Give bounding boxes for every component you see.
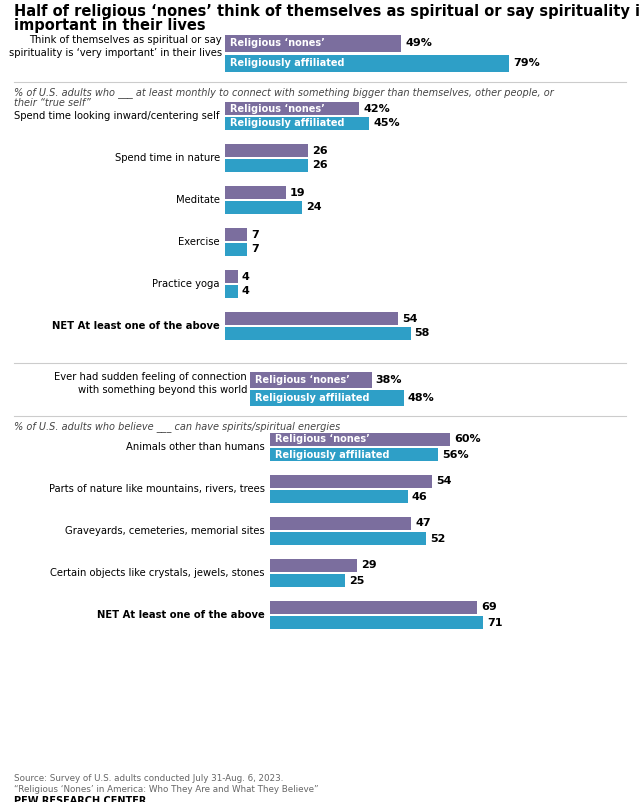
Bar <box>225 270 238 283</box>
Text: Religiously affiliated: Religiously affiliated <box>230 119 344 128</box>
Bar <box>225 102 360 115</box>
Bar <box>225 285 238 298</box>
Text: Meditate: Meditate <box>176 195 220 205</box>
Text: Think of themselves as spiritual or say
spirituality is ‘very important’ in thei: Think of themselves as spiritual or say … <box>9 35 222 59</box>
Text: % of U.S. adults who ___ at least monthly to connect with something bigger than : % of U.S. adults who ___ at least monthl… <box>14 87 554 98</box>
Text: Source: Survey of U.S. adults conducted July 31-Aug. 6, 2023.: Source: Survey of U.S. adults conducted … <box>14 774 284 783</box>
Text: NET At least one of the above: NET At least one of the above <box>52 321 220 331</box>
Text: 54: 54 <box>436 476 451 487</box>
Text: important in their lives: important in their lives <box>14 18 205 33</box>
Bar <box>225 117 369 130</box>
Text: 7: 7 <box>252 229 259 240</box>
Text: 26: 26 <box>312 145 328 156</box>
Text: 52: 52 <box>430 533 445 544</box>
Text: PEW RESEARCH CENTER: PEW RESEARCH CENTER <box>14 796 147 802</box>
Text: 71: 71 <box>487 618 502 627</box>
Text: “Religious ‘Nones’ in America: Who They Are and What They Believe”: “Religious ‘Nones’ in America: Who They … <box>14 785 319 794</box>
Text: Animals other than humans: Animals other than humans <box>126 442 265 452</box>
Bar <box>270 559 357 572</box>
Bar <box>225 144 308 157</box>
Text: Practice yoga: Practice yoga <box>152 279 220 289</box>
Text: 7: 7 <box>252 245 259 254</box>
Text: 24: 24 <box>306 202 321 213</box>
Bar <box>225 243 248 256</box>
Text: 47: 47 <box>415 519 431 529</box>
Text: 58: 58 <box>415 329 430 338</box>
Bar <box>270 616 483 629</box>
Text: Spend time looking inward/centering self: Spend time looking inward/centering self <box>15 111 220 121</box>
Text: 29: 29 <box>361 561 376 570</box>
Bar <box>270 601 477 614</box>
Bar <box>270 490 408 503</box>
Text: Religiously affiliated: Religiously affiliated <box>230 59 344 68</box>
Text: 4: 4 <box>242 286 250 297</box>
Text: their “true self”: their “true self” <box>14 98 91 108</box>
Text: Religious ‘nones’: Religious ‘nones’ <box>275 435 370 444</box>
Bar <box>270 532 426 545</box>
Text: 49%: 49% <box>405 38 432 48</box>
Text: 19: 19 <box>290 188 305 197</box>
Text: Religious ‘nones’: Religious ‘nones’ <box>230 103 325 114</box>
Text: 69: 69 <box>481 602 497 613</box>
Bar <box>225 186 286 199</box>
Text: Half of religious ‘nones’ think of themselves as spiritual or say spirituality i: Half of religious ‘nones’ think of thems… <box>14 4 640 19</box>
Text: 4: 4 <box>242 272 250 282</box>
Text: % of U.S. adults who believe ___ can have spirits/spiritual energies: % of U.S. adults who believe ___ can hav… <box>14 421 340 432</box>
Text: 56%: 56% <box>442 449 468 460</box>
Bar <box>270 433 450 446</box>
Text: Religious ‘nones’: Religious ‘nones’ <box>230 38 325 48</box>
Text: 54: 54 <box>402 314 417 323</box>
Text: Graveyards, cemeteries, memorial sites: Graveyards, cemeteries, memorial sites <box>65 526 265 536</box>
Bar <box>225 35 401 52</box>
Text: 42%: 42% <box>364 103 390 114</box>
Bar <box>270 517 411 530</box>
Bar <box>225 228 248 241</box>
Text: Religious ‘nones’: Religious ‘nones’ <box>255 375 350 385</box>
Text: NET At least one of the above: NET At least one of the above <box>97 610 265 620</box>
Text: 60%: 60% <box>454 435 481 444</box>
Bar <box>225 327 411 340</box>
Bar <box>225 159 308 172</box>
Text: Certain objects like crystals, jewels, stones: Certain objects like crystals, jewels, s… <box>51 568 265 578</box>
Text: 26: 26 <box>312 160 328 171</box>
Text: Religiously affiliated: Religiously affiliated <box>255 393 369 403</box>
Bar <box>250 372 372 388</box>
Text: Ever had sudden feeling of connection
with something beyond this world: Ever had sudden feeling of connection wi… <box>54 372 247 395</box>
Bar <box>225 201 302 214</box>
Bar <box>270 448 438 461</box>
Text: 48%: 48% <box>408 393 435 403</box>
Bar <box>270 475 432 488</box>
Bar <box>225 55 509 72</box>
Text: Exercise: Exercise <box>179 237 220 247</box>
Text: 79%: 79% <box>513 59 540 68</box>
Text: 46: 46 <box>412 492 428 501</box>
Text: 45%: 45% <box>373 119 399 128</box>
Bar <box>270 574 345 587</box>
Text: 25: 25 <box>349 576 364 585</box>
Text: Spend time in nature: Spend time in nature <box>115 153 220 163</box>
Text: Religiously affiliated: Religiously affiliated <box>275 449 390 460</box>
Bar <box>250 390 404 406</box>
Text: Parts of nature like mountains, rivers, trees: Parts of nature like mountains, rivers, … <box>49 484 265 494</box>
Text: 38%: 38% <box>376 375 402 385</box>
Bar <box>225 312 398 325</box>
